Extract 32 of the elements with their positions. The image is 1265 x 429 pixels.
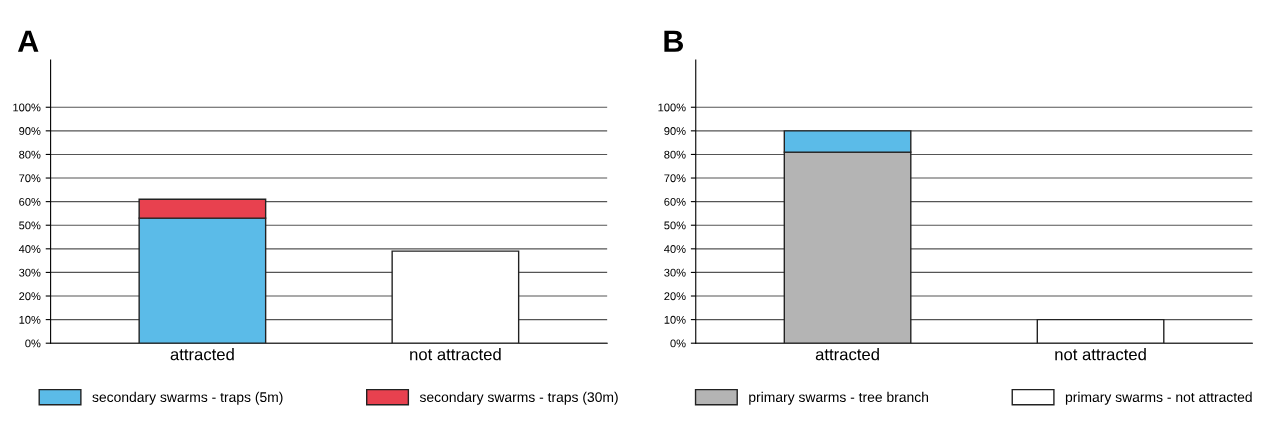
y-tick-label: 80% <box>664 150 686 159</box>
legend-label: secondary swarms - traps (5m) <box>92 391 283 405</box>
y-tick-label: 40% <box>664 245 686 253</box>
chart-title: B <box>664 30 684 52</box>
y-tick-label: 100% <box>13 103 41 112</box>
y-tick-label: 60% <box>664 197 686 206</box>
y-tick-label: 100% <box>658 103 686 112</box>
y-tick-label: 20% <box>19 292 41 301</box>
y-tick-label: 0% <box>670 339 686 348</box>
y-tick-label: 50% <box>19 221 41 230</box>
x-tick-label: attracted <box>170 348 234 361</box>
legend-label: secondary swarms - traps (30m) <box>419 391 618 405</box>
legend-label: primary swarms - not attracted <box>1065 391 1252 405</box>
y-tick-label: 20% <box>664 292 686 301</box>
y-tick-label: 30% <box>19 268 41 277</box>
y-tick-label: 0% <box>25 339 41 348</box>
y-tick-label: 70% <box>19 174 41 183</box>
y-tick-label: 90% <box>664 127 686 135</box>
x-tick-label: not attracted <box>1055 348 1146 361</box>
y-tick-label: 80% <box>19 150 41 159</box>
legend-label: primary swarms - tree branch <box>749 391 929 405</box>
chart-title: A <box>17 30 39 52</box>
y-tick-label: 50% <box>664 221 686 230</box>
y-tick-label: 90% <box>19 127 41 135</box>
y-tick-label: 10% <box>664 315 686 324</box>
y-tick-label: 40% <box>18 245 41 253</box>
y-tick-label: 10% <box>19 315 41 324</box>
y-tick-label: 60% <box>19 197 41 206</box>
x-tick-label: not attracted <box>410 348 501 361</box>
x-tick-label: attracted <box>815 348 879 361</box>
y-tick-label: 30% <box>664 268 686 277</box>
y-tick-label: 70% <box>664 174 686 183</box>
